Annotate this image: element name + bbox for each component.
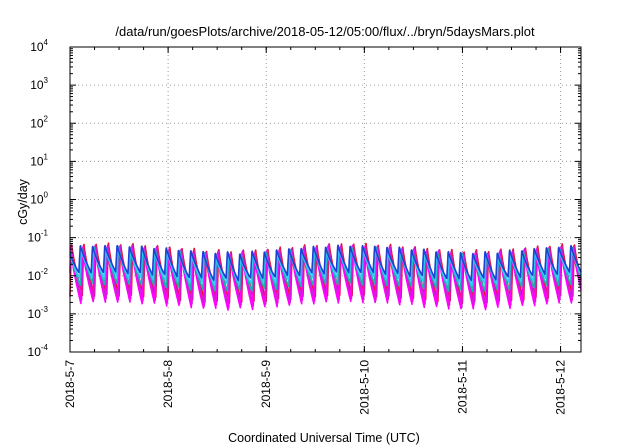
- y-tick-exponent: -1: [41, 229, 49, 238]
- y-tick-exponent: 2: [44, 114, 49, 123]
- y-tick-exponent: 1: [44, 152, 49, 161]
- y-axis-label: cGy/day: [16, 178, 30, 225]
- y-tick-exponent: 4: [44, 38, 49, 47]
- x-tick-label: 2018-5-10: [357, 360, 371, 415]
- y-tick-label: 10-1: [28, 229, 49, 245]
- chart-title: /data/run/goesPlots/archive/2018-05-12/0…: [115, 24, 535, 39]
- y-tick-label: 102: [30, 114, 48, 130]
- x-tick-label: 2018-5-11: [455, 360, 469, 414]
- x-axis-label: Coordinated Universal Time (UTC): [228, 431, 420, 445]
- grid: [70, 47, 581, 352]
- y-tick-exponent: -4: [41, 343, 49, 352]
- y-tick-label: 103: [30, 76, 48, 92]
- y-tick-label: 10-3: [28, 305, 49, 321]
- x-tick-label: 2018-5-7: [63, 360, 77, 408]
- y-tick-label: 104: [30, 38, 48, 54]
- x-tick-label: 2018-5-12: [554, 360, 568, 415]
- y-tick-exponent: 0: [44, 191, 49, 200]
- y-tick-exponent: -3: [41, 305, 49, 314]
- series-layer: [69, 242, 582, 311]
- y-tick-exponent: 3: [44, 76, 49, 85]
- x-tick-labels: 2018-5-7 2018-5-8 2018-5-9 2018-5-10 2018-5-…: [63, 360, 568, 415]
- y-tick-label: 10-4: [28, 343, 49, 359]
- axis-ticks: [69, 46, 581, 353]
- y-tick-label: 10-2: [28, 267, 49, 283]
- y-tick-exponent: -2: [41, 267, 49, 276]
- series-line-6: [69, 244, 582, 282]
- x-tick-label: 2018-5-8: [161, 360, 175, 408]
- y-tick-label: 100: [30, 191, 48, 207]
- y-tick-label: 101: [30, 152, 48, 168]
- series-line-3: [69, 245, 582, 311]
- x-tick-label: 2018-5-9: [259, 360, 273, 408]
